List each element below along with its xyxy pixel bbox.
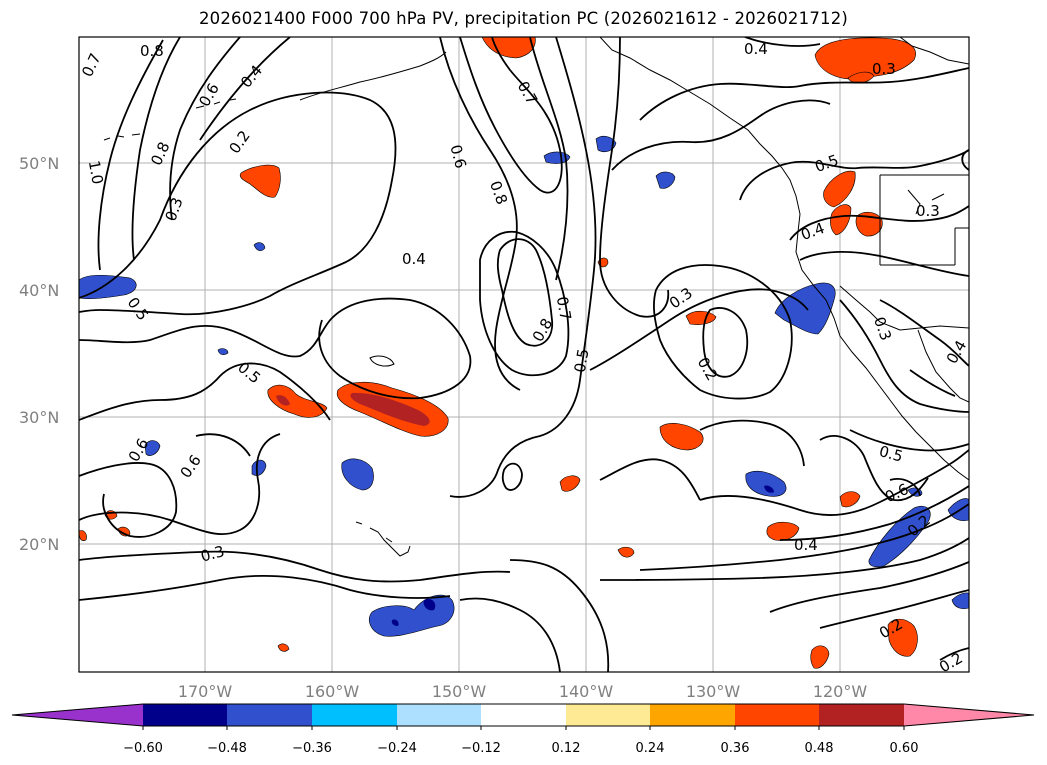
contour-label: 0.4 — [402, 250, 426, 268]
lat-label: 30°N — [19, 408, 59, 427]
contour-label: 0.5 — [571, 347, 593, 374]
latitude-labels: 50°N 40°N 30°N 20°N — [19, 154, 59, 554]
colorbar-tick-label: 0.60 — [890, 741, 919, 756]
lat-label: 40°N — [19, 281, 59, 300]
precip-positive-areas — [79, 37, 918, 669]
colorbar-tick-labels: −0.60 −0.48 −0.36 −0.24 −0.12 0.12 0.24 … — [123, 741, 918, 756]
lon-label: 150°W — [432, 682, 487, 701]
lon-label: 140°W — [559, 682, 614, 701]
contour-label: 0.7 — [553, 295, 575, 322]
islands — [355, 355, 411, 557]
colorbar-tick-label: −0.12 — [461, 741, 501, 756]
contour-label: 0.4 — [744, 40, 768, 58]
contour-label: 0.8 — [140, 42, 164, 60]
colorbar-segment — [481, 704, 566, 726]
colorbar — [11, 703, 1035, 730]
colorbar-tick-label: 0.12 — [552, 741, 581, 756]
colorbar-segment — [312, 704, 397, 726]
colorbar-tick-label: −0.24 — [377, 741, 417, 756]
colorbar-tick-label: 0.48 — [805, 741, 834, 756]
colorbar-tick-label: 0.24 — [636, 741, 665, 756]
colorbar-tick-label: 0.36 — [721, 741, 750, 756]
colorbar-segment — [650, 704, 735, 726]
pv-contours — [79, 37, 969, 672]
map-frame — [78, 36, 970, 673]
lat-label: 50°N — [19, 154, 59, 173]
contour-label: 1.0 — [85, 159, 107, 186]
colorbar-segment — [904, 704, 1034, 726]
contour-label: 0.5 — [877, 442, 905, 466]
colorbar-segment — [397, 704, 481, 726]
colorbar-tick-label: −0.60 — [123, 741, 163, 756]
lon-label: 130°W — [686, 682, 741, 701]
colorbar-tick-label: −0.36 — [292, 741, 332, 756]
colorbar-segment — [566, 704, 650, 726]
contour-label: 0.4 — [794, 536, 818, 554]
colorbar-segment — [143, 704, 227, 726]
lon-label: 160°W — [305, 682, 360, 701]
coastlines — [103, 37, 969, 481]
plot-title: 2026021400 F000 700 hPa PV, precipitatio… — [198, 9, 849, 28]
colorbar-segment — [735, 704, 819, 726]
contour-label: 0.6 — [446, 143, 470, 171]
map-gridlines — [79, 37, 969, 672]
longitude-labels: 170°W 160°W 150°W 140°W 130°W 120°W — [178, 682, 868, 701]
colorbar-tick-label: −0.48 — [207, 741, 247, 756]
lon-label: 170°W — [178, 682, 233, 701]
contour-label: 0.3 — [199, 542, 227, 566]
contour-label: 0.3 — [916, 202, 940, 220]
lon-label: 120°W — [813, 682, 868, 701]
colorbar-segment — [227, 704, 312, 726]
map-background — [79, 37, 969, 672]
lat-label: 20°N — [19, 535, 59, 554]
colorbar-segment — [819, 704, 904, 726]
contour-label: 0.3 — [872, 60, 896, 78]
colorbar-segment — [12, 704, 143, 726]
